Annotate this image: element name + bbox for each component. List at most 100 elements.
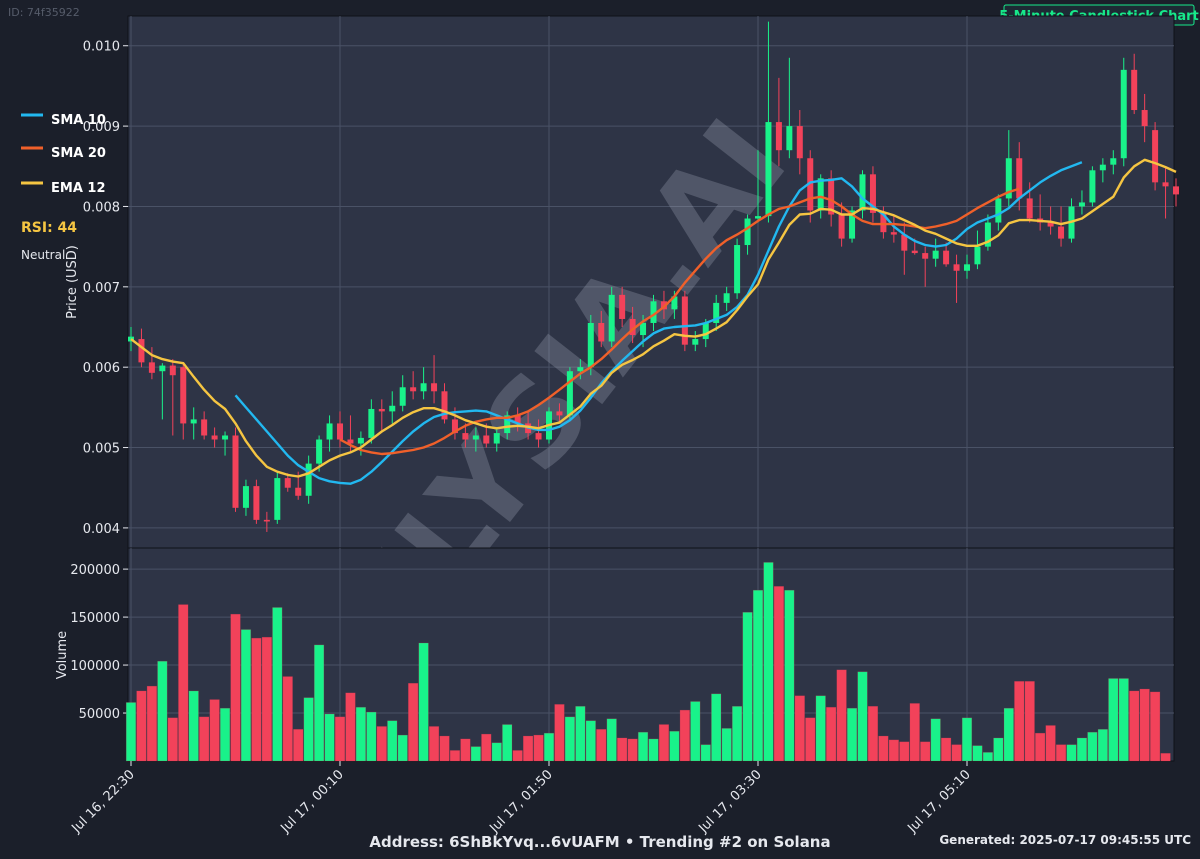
candle-body-1 [138,339,145,363]
candle-body-100 [1173,186,1179,195]
volume-bar-39 [533,734,544,762]
candle-body-54 [692,339,699,345]
candle-body-44 [587,322,594,368]
candle-body-50 [650,301,657,323]
volume-bar-93 [1097,729,1108,762]
candle-body-11 [242,486,249,508]
volume-bar-80 [961,717,973,762]
volume-bar-84 [1003,707,1014,762]
volume-bar-35 [491,742,502,762]
candle-body-76 [922,253,929,259]
volume-bar-20 [334,716,346,762]
candle-body-91 [1078,202,1085,207]
candle-body-22 [357,437,364,444]
volume-bar-92 [1087,731,1098,762]
volume-bar-19 [324,713,335,762]
candle-body-17 [305,463,312,496]
candle-body-97 [1141,110,1148,127]
candle-body-49 [640,322,647,336]
volume-bar-25 [387,720,398,762]
candle-body-66 [817,178,824,211]
volume-bar-71 [867,706,879,762]
candle-body-7 [201,419,208,436]
volume-bar-10 [230,613,241,762]
candle-body-95 [1120,69,1127,159]
volume-bar-18 [313,644,325,762]
candle-body-63 [786,126,793,151]
volume-bar-34 [481,733,492,762]
candle-body-57 [723,293,730,303]
volume-bar-50 [648,738,659,762]
candle-body-27 [410,387,417,392]
candle-body-39 [535,433,542,440]
volume-bar-97 [1139,688,1150,762]
candle-body-13 [263,519,270,522]
volume-bar-67 [826,706,837,762]
volume-y-label: Volume [55,631,70,679]
volume-bar-81 [972,745,983,762]
candle-body-35 [493,433,500,444]
volume-bar-87 [1035,732,1046,762]
volume-bar-9 [219,707,231,762]
volume-bar-29 [428,726,440,762]
volume-bar-88 [1045,725,1056,762]
candle-body-23 [368,408,375,438]
candle-body-67 [828,178,835,215]
volume-bar-72 [878,735,889,762]
footer-generated: Generated: 2025-07-17 09:45:55 UTC [939,833,1191,847]
candle-body-52 [671,296,678,310]
price-tick-label-0: 0.004 [83,522,120,537]
volume-bar-51 [658,724,670,762]
volume-bar-94 [1108,678,1119,762]
volume-bar-36 [502,724,513,762]
price-y-axis: 0.004 0.005 0.006 0.007 0.008 0.009 0.010 [83,40,128,537]
candle-body-73 [890,232,897,235]
volume-bar-95 [1118,678,1129,762]
price-tick-label-5: 0.009 [83,120,120,135]
volume-bar-43 [575,706,586,762]
volume-bar-46 [606,718,617,762]
volume-bar-4 [167,717,178,762]
volume-bar-0 [125,702,137,762]
volume-bar-32 [460,738,471,762]
candle-body-6 [190,419,197,424]
candle-body-28 [420,383,427,392]
candle-body-15 [284,478,291,488]
candle-body-20 [337,423,343,440]
candle-body-8 [211,435,218,440]
volume-bar-65 [805,717,816,762]
volume-bar-75 [909,703,920,762]
candle-body-18 [316,439,323,464]
candles [128,21,1179,532]
candle-body-47 [619,294,626,319]
candle-body-41 [556,411,563,416]
volume-bar-24 [376,726,387,762]
volume-y-axis: 50000 100000 150000 200000 [70,563,128,722]
volume-bar-66 [815,695,826,762]
price-tick-label-2: 0.006 [83,361,120,376]
volume-bar-62 [773,586,784,762]
candle-body-98 [1152,130,1159,183]
candle-body-96 [1131,69,1138,111]
volume-bar-82 [982,752,993,762]
candle-body-69 [849,210,856,239]
volume-bar-28 [418,642,429,762]
candle-body-81 [974,246,981,265]
volume-bar-5 [178,604,189,762]
volume-bar-52 [669,730,680,762]
volume-bar-15 [282,676,293,762]
candle-body-36 [504,415,511,434]
candle-body-93 [1099,164,1106,171]
price-tick-label-3: 0.007 [83,281,120,296]
price-tick-label-1: 0.005 [83,442,120,457]
series-line-sma20 [339,187,1020,456]
candle-body-25 [389,405,396,412]
legend: SMA 10 SMA 20 EMA 12 [21,113,106,196]
volume-bar-12 [251,637,262,762]
volume-bar-55 [700,744,711,762]
volume-tick-label-3: 200000 [70,563,120,578]
x-tick-label-0: Jul 16, 22:30 [68,767,137,836]
volume-bar-85 [1014,681,1025,762]
series-line-ema12 [130,158,1177,478]
